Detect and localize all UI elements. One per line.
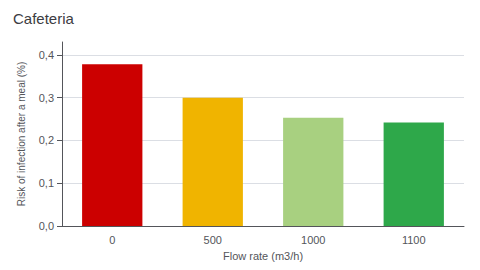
svg-text:Risk of infection after a meal: Risk of infection after a meal (%) [16,62,27,207]
svg-text:Cafeteria: Cafeteria [13,10,75,27]
svg-text:0,3: 0,3 [39,92,54,104]
svg-text:0,2: 0,2 [39,134,54,146]
svg-text:500: 500 [204,234,222,246]
svg-text:0,4: 0,4 [39,49,54,61]
svg-text:1100: 1100 [402,234,426,246]
svg-text:0,1: 0,1 [39,177,54,189]
svg-text:1000: 1000 [301,234,325,246]
svg-text:Flow rate (m3/h): Flow rate (m3/h) [223,250,303,262]
svg-text:0: 0 [109,234,115,246]
svg-text:0,0: 0,0 [39,220,54,232]
